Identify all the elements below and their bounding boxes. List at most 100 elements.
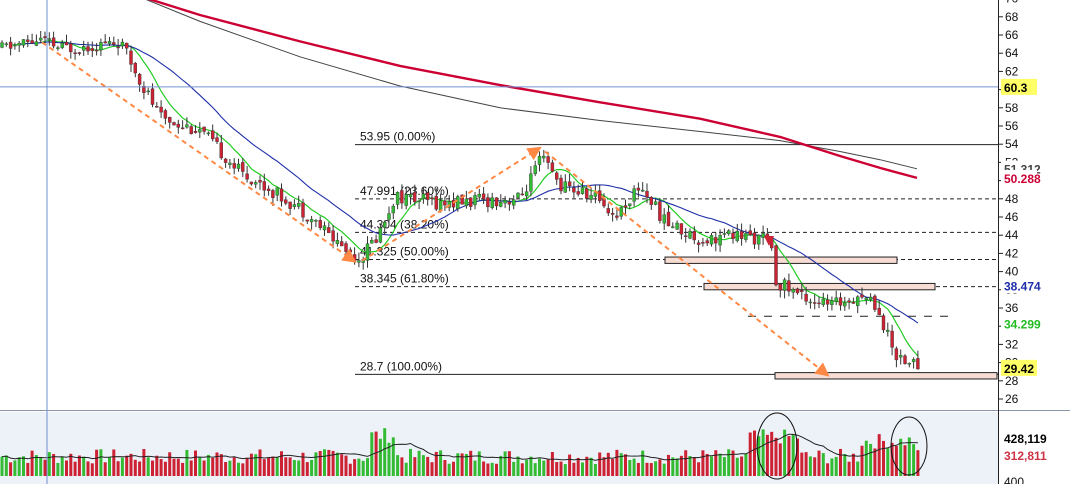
candle-down (232, 163, 236, 169)
volume-bar (249, 453, 253, 476)
volume-bar (327, 449, 331, 476)
candle-down (159, 106, 163, 113)
candle-up (791, 288, 795, 293)
support-zone (664, 256, 898, 264)
candle-down (327, 227, 331, 234)
candle-down (658, 201, 662, 221)
y-tick-label: 68 (1005, 10, 1019, 24)
candle-down (112, 42, 116, 45)
price-tag-bg (1001, 315, 1037, 332)
candle-down (193, 131, 198, 133)
candle-up (886, 329, 890, 332)
trend-arrow (544, 150, 830, 377)
y-tick-label: 32 (1005, 337, 1019, 351)
candle-up (843, 302, 847, 307)
candle-up (357, 260, 361, 263)
candle-up (722, 233, 727, 235)
candle-down (223, 158, 228, 163)
candle-down (774, 245, 778, 286)
candle-up (335, 240, 340, 244)
candle-down (787, 280, 791, 292)
candle-up (675, 222, 679, 230)
volume-bar (284, 457, 288, 476)
volume-bar (714, 450, 718, 476)
candle-down (576, 191, 580, 195)
volume-tag-label: 312,811 (1004, 449, 1047, 463)
candle-down (249, 181, 254, 185)
candle-up (907, 363, 911, 365)
volume-bar (826, 463, 830, 476)
volume-bar (490, 462, 494, 476)
volume-bar (529, 456, 533, 476)
volume-bar (151, 460, 154, 476)
volume-bar (280, 451, 283, 476)
volume-bar (495, 463, 498, 476)
volume-bar (907, 437, 911, 476)
price-axis: 2628303234363840424446485052545658606264… (998, 0, 1019, 406)
candle-up (671, 226, 675, 228)
y-tick-label: 66 (1005, 28, 1019, 42)
volume-bar (692, 457, 696, 476)
candle-up (628, 203, 632, 206)
candle-down (645, 190, 649, 198)
candle-down (133, 62, 138, 74)
volume-bar (258, 449, 262, 476)
ma-long-line (145, 0, 918, 170)
volume-bar (615, 449, 619, 476)
candle-up (864, 297, 868, 300)
volume-highlight-circle (756, 412, 798, 480)
volume-bar (305, 462, 309, 476)
candle-up (365, 243, 370, 261)
candle-down (94, 49, 99, 52)
volume-bar (9, 462, 13, 476)
candle-up (899, 355, 903, 358)
candle-up (735, 230, 739, 241)
volume-bar (679, 455, 683, 476)
volume-bar (125, 455, 129, 476)
candle-up (275, 187, 279, 196)
candle-down (705, 240, 709, 244)
volume-bar (778, 443, 782, 476)
volume-bar (632, 458, 636, 476)
volume-bar (671, 457, 675, 476)
candle-down (176, 123, 181, 128)
volume-bar (593, 463, 597, 476)
volume-bar (323, 449, 326, 476)
candle-down (813, 302, 817, 304)
candle-up (589, 194, 593, 200)
volume-bar (546, 459, 550, 476)
candle-down (894, 348, 899, 361)
price-tag-label: 60.3 (1004, 81, 1028, 95)
volume-bar (641, 450, 645, 476)
candle-up (761, 233, 765, 238)
candle-down (288, 201, 292, 209)
volume-tag-label: 428,119 (1004, 432, 1047, 446)
candle-down (679, 223, 684, 235)
candle-up (524, 191, 529, 197)
volume-bar (348, 463, 352, 476)
volume-bar (770, 431, 774, 476)
candle-down (838, 297, 843, 306)
volume-bar (452, 461, 455, 476)
volume-bar (499, 455, 503, 476)
candle-up (383, 221, 387, 228)
volume-bar (856, 461, 860, 476)
volume-bar (649, 463, 653, 476)
volume-bar (232, 457, 236, 476)
candle-down (507, 201, 512, 205)
candle-down (69, 43, 73, 53)
candle-up (387, 213, 391, 220)
candle-up (21, 39, 26, 46)
candle-down (739, 231, 744, 239)
candle-down (585, 188, 589, 199)
volume-bar (206, 454, 210, 476)
volume-bar (456, 453, 460, 476)
candle-up (911, 359, 916, 363)
candle-down (86, 46, 90, 52)
volume-bar (538, 458, 541, 476)
volume-bar (292, 460, 296, 476)
volume-tag-bg (1001, 447, 1057, 463)
volume-bar (675, 458, 679, 476)
